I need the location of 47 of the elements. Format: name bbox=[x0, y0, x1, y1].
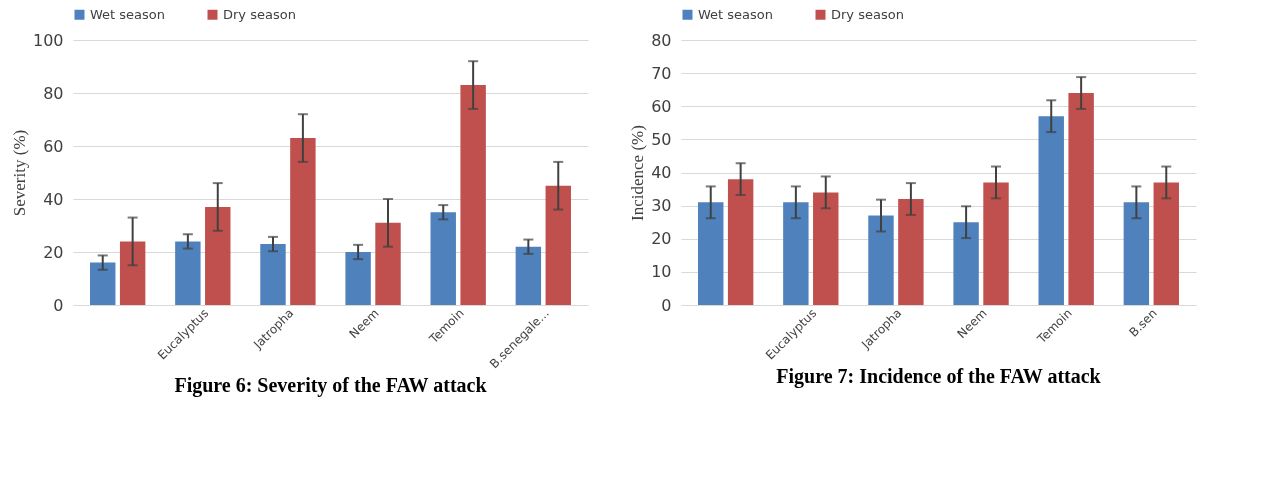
y-tick-label: 20 bbox=[651, 229, 672, 249]
text: Figure 6: Severity of the FAW attack bbox=[174, 373, 488, 397]
bar bbox=[783, 202, 809, 305]
bar bbox=[868, 215, 894, 305]
y-tick-label: 40 bbox=[651, 163, 672, 182]
bar bbox=[90, 262, 116, 305]
bar bbox=[698, 202, 724, 305]
y-tick-label: 80 bbox=[651, 30, 672, 50]
bar bbox=[1123, 202, 1150, 305]
bar bbox=[983, 182, 1009, 305]
bar bbox=[375, 222, 401, 305]
bar bbox=[430, 212, 456, 305]
bar bbox=[205, 206, 231, 305]
y-tick-label: 20 bbox=[43, 242, 64, 262]
text: Figure 7: Incidence of the FAW attack bbox=[776, 365, 1102, 389]
bar bbox=[175, 241, 201, 305]
legend-label: Wet season bbox=[698, 6, 774, 22]
bar bbox=[345, 252, 371, 305]
bar bbox=[260, 244, 286, 305]
bar bbox=[1153, 182, 1179, 305]
legend-label: Wet season bbox=[90, 6, 166, 22]
bar bbox=[545, 185, 571, 305]
y-tick-label: 10 bbox=[651, 262, 672, 282]
y-tick-label: 80 bbox=[43, 83, 64, 103]
y-tick-label: 0 bbox=[661, 295, 672, 315]
y-tick-label: 60 bbox=[43, 136, 64, 156]
y-tick-label: 60 bbox=[651, 96, 672, 116]
y-axis-title: Incidence (%) bbox=[628, 125, 648, 221]
bar bbox=[1038, 116, 1064, 305]
y-tick-label: 50 bbox=[651, 129, 672, 149]
bar bbox=[727, 179, 754, 305]
y-tick-label: 70 bbox=[651, 63, 672, 83]
y-tick-label: 0 bbox=[53, 295, 64, 315]
bar bbox=[460, 85, 486, 305]
y-axis-title: Severity (%) bbox=[9, 129, 29, 217]
bar bbox=[119, 241, 146, 305]
bar bbox=[953, 222, 979, 305]
bar bbox=[898, 199, 924, 305]
bar bbox=[813, 192, 839, 305]
y-tick-label: 100 bbox=[32, 30, 64, 50]
bar bbox=[290, 138, 316, 305]
y-tick-label: 40 bbox=[43, 189, 64, 209]
bar bbox=[1068, 93, 1094, 305]
legend-label: Dry season bbox=[223, 6, 296, 22]
bar bbox=[515, 246, 542, 305]
y-tick-label: 30 bbox=[651, 196, 672, 216]
legend-label: Dry season bbox=[831, 6, 904, 22]
